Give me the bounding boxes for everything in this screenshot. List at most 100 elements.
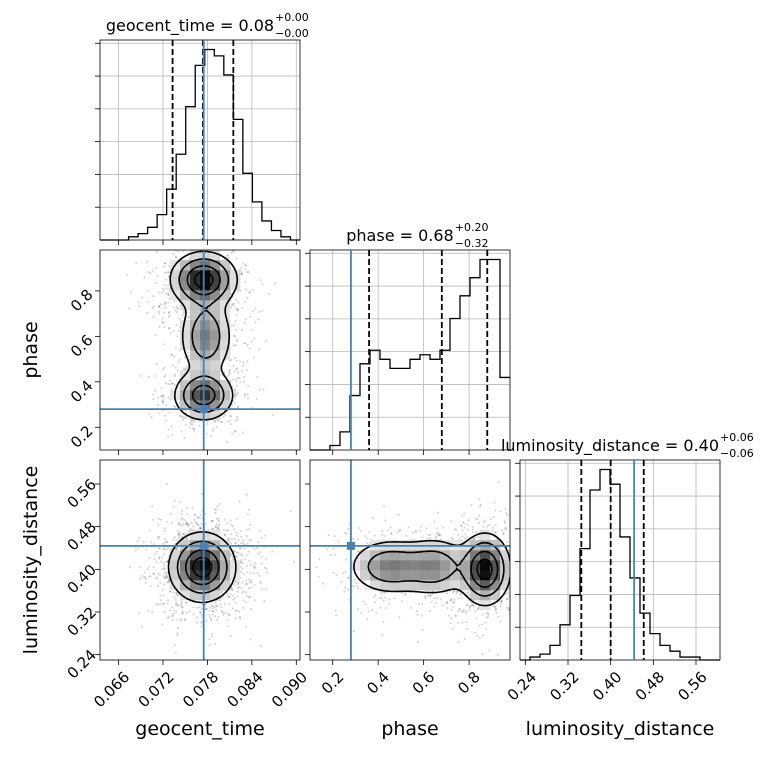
density-cell [200,410,211,421]
sample-point [418,602,421,605]
sample-point [166,576,169,579]
sample-point [256,375,259,378]
sample-point [500,543,503,546]
sample-point [240,270,243,273]
sample-point [237,538,240,541]
sample-point [176,335,179,338]
sample-point [173,499,176,502]
sample-point [163,375,166,378]
sample-point [246,397,249,400]
sample-point [184,618,187,621]
sample-point [237,405,240,408]
sample-point [174,309,177,312]
sample-point [161,321,164,324]
sample-point [155,244,157,246]
contour-line [193,271,214,289]
sample-point [187,531,190,534]
sample-point [168,383,171,386]
sample-point [171,382,174,385]
x-tick-label: 0.56 [674,668,710,704]
sample-point [165,548,168,551]
sample-point [247,550,250,553]
density-cell [170,570,181,581]
sample-point [241,581,244,584]
sample-point [382,621,385,624]
sample-point [159,603,162,606]
sample-point [462,610,465,613]
sample-point [176,369,179,372]
sample-point [435,602,438,605]
sample-point [162,575,165,578]
sample-point [327,533,330,536]
sample-point [485,611,488,614]
sample-point [163,538,166,541]
density-cell [450,550,461,561]
sample-point [250,581,253,584]
hist-phase-border [309,249,511,451]
contour-line [178,258,230,414]
sample-point [180,245,182,247]
density-cell [210,550,221,561]
sample-point [157,572,160,575]
density-cell [220,300,231,311]
sample-point [243,543,246,546]
density-cell [210,280,221,291]
sample-point [223,518,226,521]
sample-point [201,492,204,495]
sample-point [230,251,233,254]
sample-point [152,316,155,319]
sample-point [230,553,233,556]
sample-point [234,357,237,360]
sample-point [516,573,518,575]
sample-point [241,370,244,373]
sample-point [348,576,351,579]
sample-point [245,601,248,604]
density-cell [170,560,181,571]
sample-point [458,607,461,610]
density-cell [400,570,411,581]
sample-point [137,301,140,304]
sample-point [135,262,138,265]
sample-point [242,262,245,265]
sample-point [181,610,184,613]
sample-point [208,607,211,610]
sample-point [513,560,515,562]
sample-point [476,518,479,521]
sample-point [174,347,177,350]
density-cell [500,560,510,571]
sample-point [371,517,374,520]
density-cell [210,250,221,261]
sample-point [371,609,374,612]
sample-point [167,293,170,296]
sample-point [172,462,174,464]
sample-point [192,525,195,528]
sample-point [157,535,160,538]
sample-point [171,382,174,385]
sample-point [344,570,347,573]
sample-point [194,513,197,516]
sample-point [259,388,262,391]
sample-point [175,255,178,258]
sample-point [216,504,219,507]
sample-point [232,250,235,252]
sample-point [229,634,232,637]
sample-point [167,435,170,438]
sample-point [174,651,177,654]
sample-point [438,534,441,537]
sample-point [171,364,174,367]
sample-point [220,606,223,609]
sample-point [182,532,185,535]
sample-point [164,540,167,543]
sample-point [151,306,154,309]
sample-point [326,548,329,551]
sample-point [460,524,463,527]
sample-point [246,565,249,568]
sample-point [215,425,218,428]
sample-point [157,524,160,527]
sample-point [527,587,529,589]
sample-point [248,596,251,599]
sample-point [234,555,237,558]
density-cell [450,560,461,571]
sample-point [160,303,163,306]
density-cell [210,400,221,411]
